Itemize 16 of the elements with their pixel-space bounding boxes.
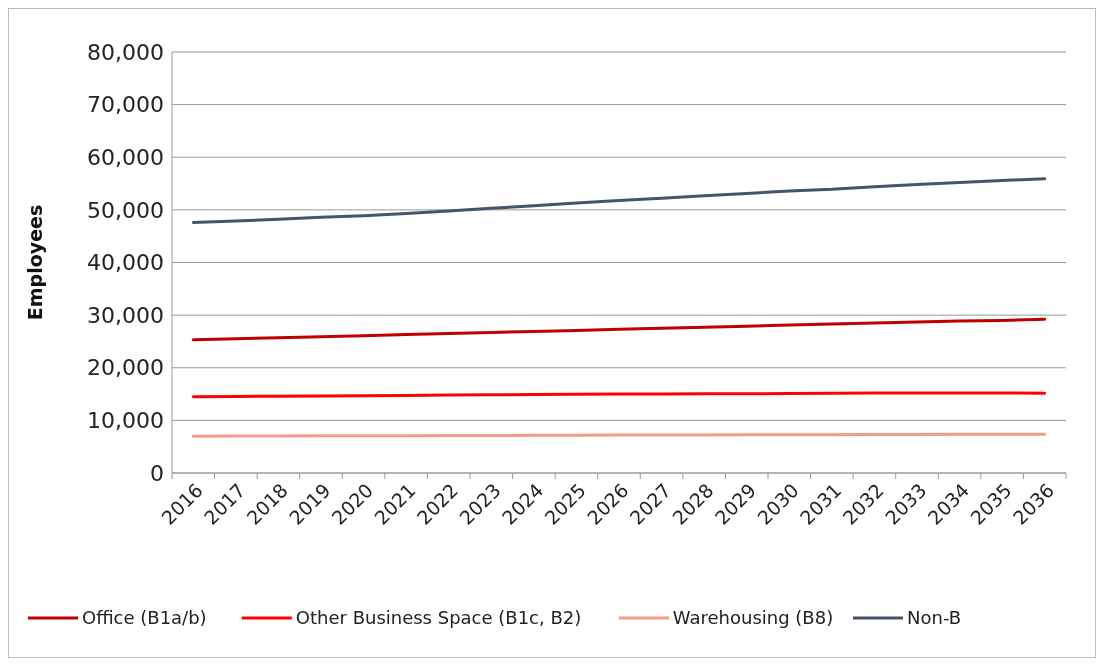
y-tick-label: 60,000 bbox=[87, 144, 164, 170]
legend-label: Office (B1a/b) bbox=[82, 607, 207, 629]
y-axis-title: Employees bbox=[24, 204, 46, 321]
y-tick-label: 30,000 bbox=[87, 302, 164, 328]
legend-label: Non-B bbox=[907, 607, 962, 629]
legend-label: Warehousing (B8) bbox=[672, 607, 834, 629]
line-series bbox=[191, 317, 1047, 342]
y-tick-label: 10,000 bbox=[87, 408, 164, 434]
y-tick-label: 50,000 bbox=[87, 197, 164, 223]
y-tick-label: 80,000 bbox=[87, 39, 164, 65]
y-tick-label: 70,000 bbox=[87, 92, 164, 118]
y-tick-label: 40,000 bbox=[87, 250, 164, 276]
legend-label: Other Business Space (B1c, B2) bbox=[295, 607, 582, 629]
y-tick-label: 20,000 bbox=[87, 355, 164, 381]
y-tick-label: 0 bbox=[150, 460, 164, 486]
line-series bbox=[191, 177, 1047, 225]
